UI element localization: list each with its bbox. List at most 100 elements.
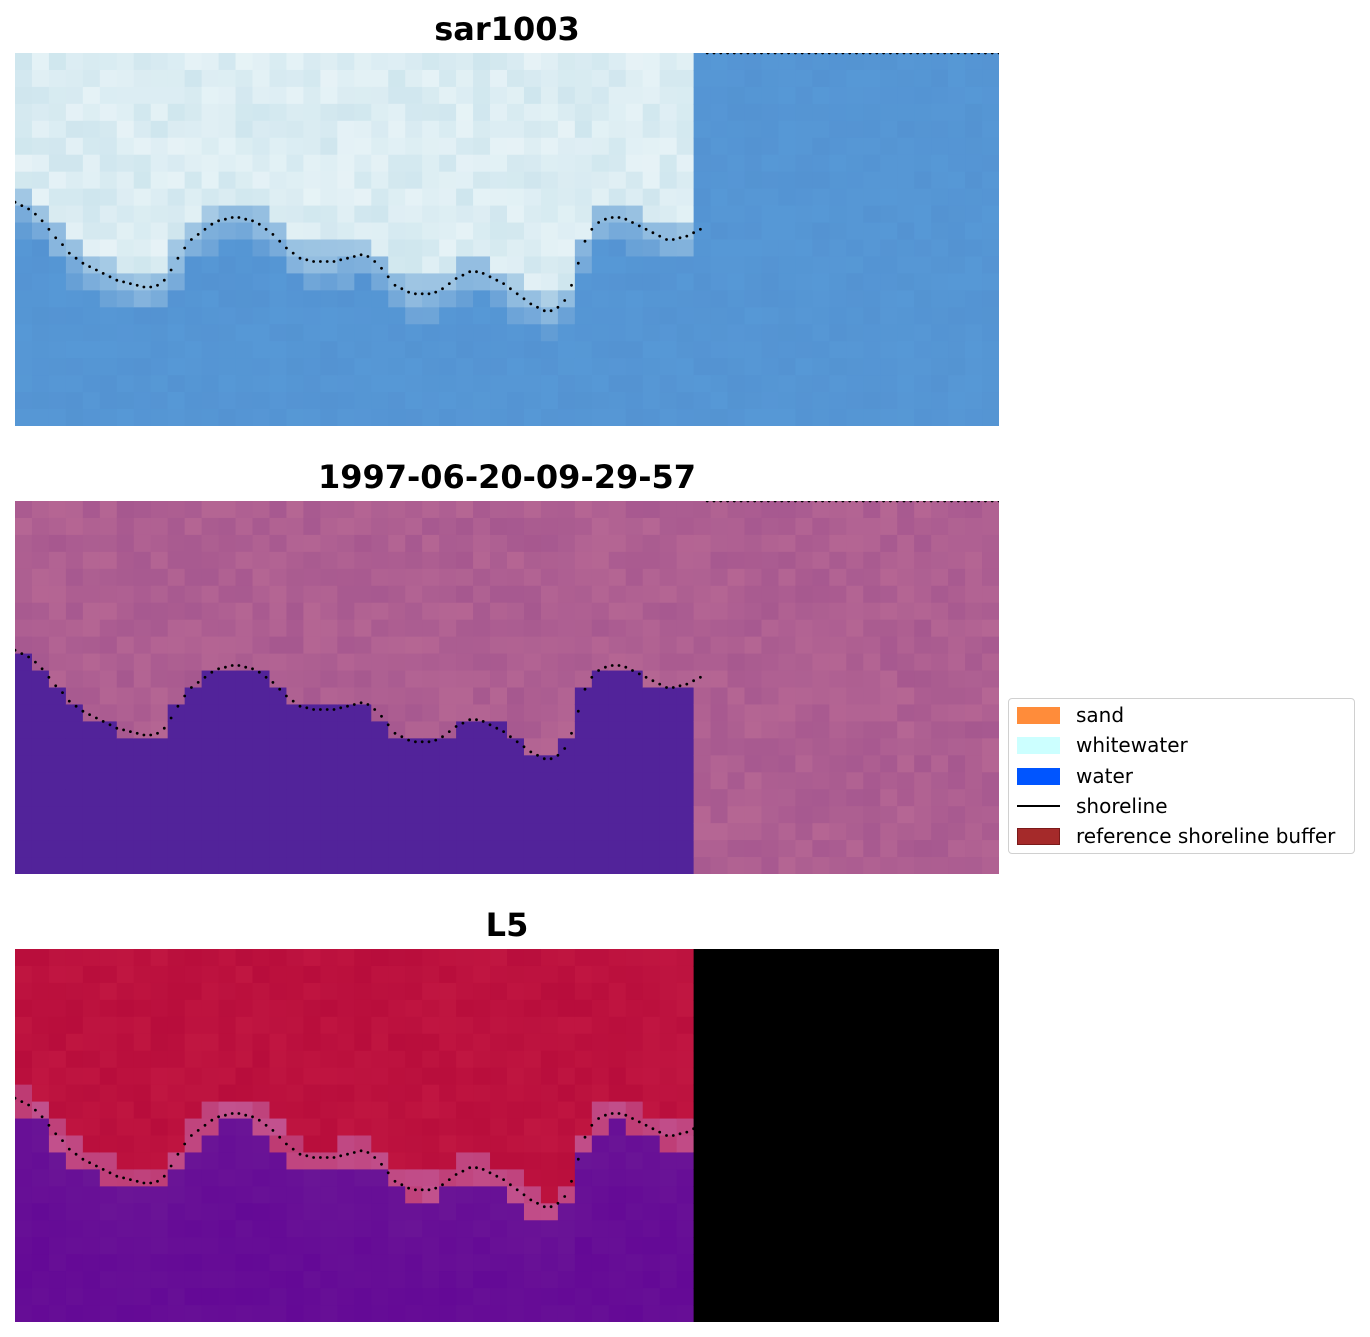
shoreline-point (135, 1179, 139, 1183)
raster-pixel (948, 840, 966, 858)
raster-pixel (388, 188, 406, 207)
raster-pixel (218, 517, 237, 536)
raster-pixel (48, 551, 67, 570)
raster-pixel (371, 670, 389, 689)
raster-pixel (405, 53, 423, 71)
raster-pixel (846, 392, 864, 410)
raster-pixel (490, 341, 508, 359)
raster-pixel (625, 188, 644, 207)
raster-pixel (456, 86, 474, 105)
raster-pixel (456, 1101, 474, 1120)
raster-pixel (795, 585, 813, 604)
raster-pixel (846, 222, 864, 241)
raster-pixel (422, 256, 440, 274)
raster-pixel (523, 551, 542, 570)
raster-pixel (591, 585, 610, 604)
raster-pixel (659, 358, 678, 376)
shoreline-point (644, 227, 648, 231)
raster-pixel (150, 324, 169, 342)
raster-pixel (982, 375, 999, 393)
raster-pixel (778, 721, 797, 739)
raster-pixel (371, 324, 389, 342)
raster-pixel (371, 517, 389, 536)
shoreline-point (678, 1132, 682, 1136)
raster-pixel (15, 517, 33, 536)
raster-pixel (744, 1169, 763, 1187)
raster-pixel (405, 1050, 423, 1069)
raster-pixel (710, 636, 729, 655)
raster-pixel (540, 1118, 559, 1137)
raster-pixel (354, 1067, 372, 1086)
raster-pixel (846, 307, 864, 325)
raster-pixel (422, 307, 440, 325)
raster-pixel (676, 704, 695, 722)
raster-pixel (456, 205, 474, 224)
raster-pixel (507, 840, 525, 858)
raster-pixel (693, 188, 712, 207)
raster-pixel (948, 551, 966, 570)
raster-pixel (829, 1220, 847, 1238)
raster-pixel (761, 1220, 780, 1238)
raster-pixel (625, 1033, 644, 1052)
raster-pixel (31, 137, 50, 156)
raster-pixel (591, 1220, 610, 1238)
raster-pixel (846, 1016, 864, 1035)
raster-pixel (523, 687, 542, 706)
raster-pixel (880, 1050, 898, 1069)
raster-pixel (676, 392, 695, 410)
raster-pixel (710, 86, 729, 105)
raster-pixel (235, 324, 254, 342)
raster-pixel (625, 670, 644, 689)
raster-pixel (269, 999, 288, 1018)
raster-pixel (490, 324, 508, 342)
raster-pixel (48, 358, 67, 376)
raster-pixel (167, 137, 186, 156)
raster-pixel (540, 1016, 559, 1035)
raster-pixel (82, 619, 101, 638)
raster-pixel (269, 636, 288, 655)
raster-pixel (252, 1152, 271, 1170)
raster-pixel (574, 1305, 593, 1322)
raster-pixel (897, 409, 915, 426)
shoreline-point (739, 53, 743, 55)
raster-pixel (116, 120, 135, 139)
raster-pixel (252, 1050, 271, 1069)
raster-pixel (320, 69, 338, 88)
raster-pixel (303, 1271, 321, 1289)
raster-pixel (490, 653, 508, 672)
raster-pixel (914, 256, 932, 274)
raster-pixel (914, 358, 932, 376)
shoreline-point (285, 246, 288, 250)
raster-pixel (591, 999, 610, 1018)
shoreline-point (481, 720, 485, 723)
raster-pixel (235, 823, 254, 841)
raster-pixel (744, 772, 763, 790)
raster-pixel (422, 1169, 440, 1187)
raster-pixel (116, 375, 135, 393)
shoreline-point (671, 238, 675, 241)
raster-pixel (982, 1050, 999, 1069)
raster-pixel (693, 154, 712, 173)
raster-pixel (405, 1169, 423, 1187)
raster-pixel (15, 1220, 33, 1238)
raster-pixel (286, 239, 305, 258)
raster-pixel (167, 1271, 186, 1289)
raster-pixel (15, 53, 33, 71)
raster-pixel (490, 1271, 508, 1289)
raster-pixel (507, 120, 525, 139)
raster-pixel (778, 1169, 797, 1187)
raster-pixel (65, 653, 84, 672)
raster-pixel (931, 103, 949, 122)
raster-pixel (150, 1254, 169, 1272)
raster-pixel (269, 1050, 288, 1069)
raster-pixel (608, 636, 627, 655)
raster-pixel (490, 789, 508, 807)
raster-pixel (82, 120, 101, 139)
raster-pixel (286, 704, 305, 722)
raster-pixel (388, 534, 406, 553)
raster-pixel (201, 409, 220, 426)
raster-pixel (829, 568, 847, 587)
raster-pixel (354, 86, 372, 105)
raster-pixel (744, 188, 763, 207)
raster-pixel (167, 188, 186, 207)
